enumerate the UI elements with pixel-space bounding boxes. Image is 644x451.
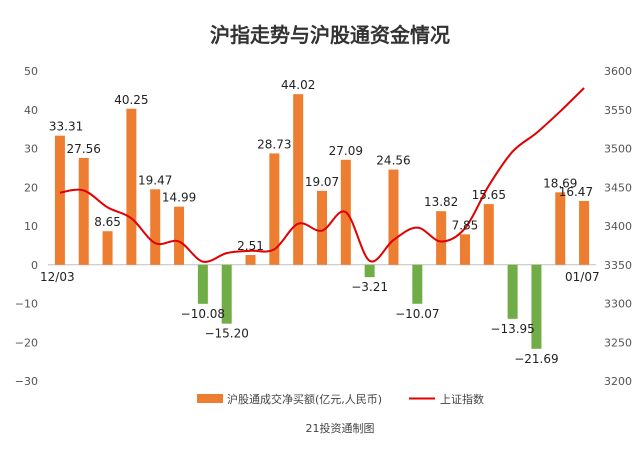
right-tick-label: 3250 (604, 336, 632, 349)
right-tick-label: 3200 (604, 375, 632, 388)
right-y-axis: 3200 3250 3300 3350 3400 3450 3500 3550 3600 (604, 65, 632, 388)
left-y-axis: −30 −20 −10 0 10 20 30 40 50 (15, 65, 38, 388)
bar (126, 108, 137, 265)
bar (293, 94, 304, 265)
bar-value-label: 13.82 (424, 195, 458, 209)
bar (531, 264, 542, 349)
left-tick-label: −20 (15, 336, 38, 349)
left-tick-label: 50 (24, 65, 38, 78)
chart-title: 沪指走势与沪股通资金情况 (210, 23, 450, 47)
bar-value-label: 14.99 (162, 191, 196, 205)
first-date-label: 12/03 (40, 270, 75, 284)
bar (507, 264, 518, 319)
bar (317, 190, 327, 265)
legend-bar-label: 沪股通成交净买额(亿元,人民币) (227, 392, 382, 406)
legend-bar-swatch (197, 394, 223, 403)
bar-value-label: 19.47 (138, 173, 172, 187)
right-tick-label: 3600 (604, 65, 632, 78)
legend: 沪股通成交净买额(亿元,人民币) 上证指数 (197, 392, 484, 406)
bar-data-labels: 33.31 27.56 8.65 40.25 19.47 14.99 −10.08 −15.2… (49, 78, 593, 366)
right-tick-label: 3300 (604, 298, 632, 311)
bar (483, 204, 494, 265)
bar-value-label: −13.95 (490, 322, 534, 336)
bar-value-label: 19.07 (305, 175, 339, 189)
right-tick-label: 3350 (604, 259, 632, 272)
bar-value-label: 40.25 (114, 93, 148, 107)
left-tick-label: −10 (15, 298, 38, 311)
bar (150, 189, 161, 265)
bar (459, 234, 470, 265)
right-tick-label: 3450 (604, 181, 632, 194)
bar-value-label: 27.09 (329, 144, 363, 158)
bar (54, 135, 65, 265)
bar-value-label: 33.31 (49, 120, 83, 134)
bar-value-label: −10.08 (181, 307, 225, 321)
bar (436, 211, 447, 265)
bar-value-label: −21.69 (514, 352, 558, 366)
bar-value-label: −3.21 (351, 280, 388, 294)
last-date-label: 01/07 (565, 270, 600, 284)
bar (364, 264, 375, 278)
bar-value-label: 15.65 (472, 188, 506, 202)
left-tick-label: 0 (31, 259, 38, 272)
bar (221, 264, 232, 324)
bar-value-label: 16.47 (559, 185, 593, 199)
left-tick-label: 40 (24, 104, 38, 117)
left-tick-label: −30 (15, 375, 38, 388)
index-line (59, 87, 585, 263)
bar-value-label: 27.56 (67, 142, 101, 156)
left-tick-label: 20 (24, 181, 38, 194)
bar (102, 231, 113, 265)
bar (555, 192, 566, 265)
legend-line-label: 上证指数 (440, 392, 484, 406)
bar (174, 206, 185, 265)
bar-value-label: 18.69 (543, 176, 577, 190)
bar (579, 200, 590, 265)
bar (388, 169, 399, 265)
left-tick-label: 30 (24, 143, 38, 156)
bar-value-label: 28.73 (257, 137, 291, 151)
left-tick-label: 10 (24, 220, 38, 233)
bar (269, 153, 280, 265)
bar (412, 264, 423, 304)
chart-source: 21投资通制图 (306, 421, 375, 435)
bar-value-label: 44.02 (281, 78, 315, 92)
right-tick-label: 3550 (604, 104, 632, 117)
bar (197, 264, 208, 304)
bar (245, 255, 256, 265)
bar-value-label: 2.51 (237, 239, 264, 253)
bar-value-label: −15.20 (204, 327, 248, 341)
right-tick-label: 3400 (604, 220, 632, 233)
bar (78, 157, 89, 265)
right-tick-label: 3500 (604, 143, 632, 156)
bar-value-label: −10.07 (395, 307, 439, 321)
bar-value-label: 8.65 (94, 215, 121, 229)
bar-value-label: 24.56 (376, 154, 410, 168)
bar-value-label: 7.85 (452, 218, 479, 232)
